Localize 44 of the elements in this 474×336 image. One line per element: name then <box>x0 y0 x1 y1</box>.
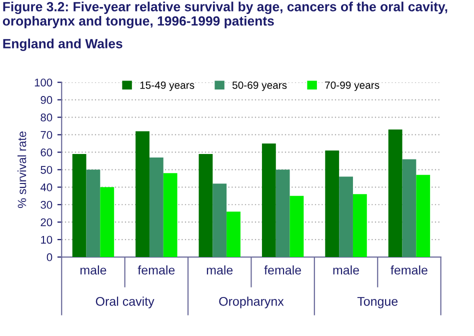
y-tick-label: 80 <box>40 114 52 122</box>
bar <box>290 196 304 258</box>
bar <box>402 159 416 258</box>
x-tick-label: female <box>390 265 428 275</box>
legend-label: 15-49 years <box>140 81 194 91</box>
y-tick-label: 0 <box>46 253 52 262</box>
chart-title: Figure 3.2: Five-year relative survival by age, cancers of the oral cavity, oropharynx and tongue, 1996-1999 patients <box>2 2 448 28</box>
legend-label: 50-69 years <box>232 81 287 91</box>
bar <box>416 174 430 258</box>
bar <box>388 129 402 258</box>
legend-label: 70-99 years <box>325 81 380 91</box>
bar <box>198 154 213 258</box>
text: Tongue <box>357 297 398 308</box>
text: Oropharynx <box>219 296 284 308</box>
y-tick-label: 10 <box>41 236 52 244</box>
y-tick-label: 50 <box>40 166 52 174</box>
y-tick-label: 70 <box>40 131 52 139</box>
bar <box>86 170 100 258</box>
bar <box>352 194 367 258</box>
bar <box>276 170 290 258</box>
y-tick-label: 60 <box>40 148 52 156</box>
x-tick-label: male <box>206 265 233 275</box>
y-axis-title: % survival rate <box>17 131 26 208</box>
text: Oral cavity <box>96 296 154 308</box>
bar <box>325 150 340 258</box>
bar <box>149 157 164 258</box>
bar <box>212 184 227 258</box>
bar <box>339 176 353 258</box>
bar <box>72 154 86 258</box>
y-tick-label: 20 <box>40 218 52 226</box>
bar <box>136 131 150 258</box>
y-tick-label: 40 <box>40 183 52 192</box>
x-tick-label: female <box>138 265 175 275</box>
y-tick-label: 100 <box>34 78 52 86</box>
bar <box>163 173 178 258</box>
x-tick-label: female <box>264 265 302 275</box>
x-tick-label: male <box>80 265 106 275</box>
y-tick-label: 30 <box>40 200 52 209</box>
bar <box>262 143 276 258</box>
x-tick-label: male <box>333 265 360 275</box>
bar <box>226 212 240 258</box>
bar <box>100 187 114 258</box>
y-tick-label: 90 <box>40 96 52 104</box>
chart-subtitle: England and Wales <box>3 38 122 51</box>
